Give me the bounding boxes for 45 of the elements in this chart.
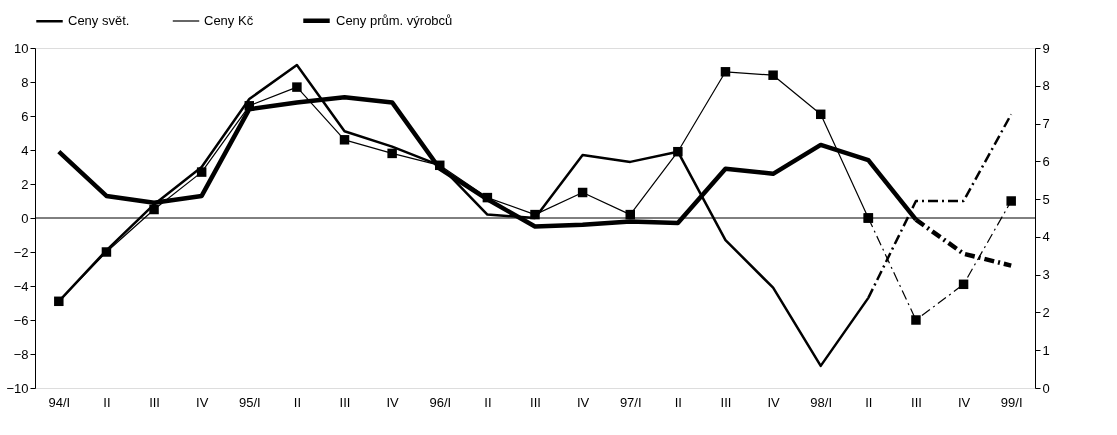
- x-tick-label: 99/I: [1000, 394, 1023, 410]
- x-tick-label: IV: [767, 394, 781, 410]
- x-tick-label: 98/I: [810, 394, 833, 410]
- y2-tick-label: 5: [1042, 191, 1050, 207]
- y2-tick-label: 6: [1042, 153, 1050, 169]
- legend-label: Ceny Kč: [204, 13, 254, 28]
- y-tick-label: −10: [6, 380, 29, 396]
- y-tick-label: −4: [13, 278, 29, 294]
- y2-tick-label: 7: [1042, 116, 1050, 132]
- x-tick-label: II: [865, 394, 873, 410]
- x-tick-label: III: [720, 394, 732, 410]
- x-tick-label: IV: [957, 394, 971, 410]
- x-tick-label: IV: [196, 394, 209, 410]
- y-tick-label: 2: [21, 176, 29, 192]
- x-tick-label: III: [339, 394, 351, 410]
- y-tick-label: 4: [21, 142, 29, 158]
- x-tick-label: II: [674, 394, 682, 410]
- y-tick-label: −8: [13, 346, 29, 362]
- y2-tick-label: 1: [1042, 342, 1050, 358]
- y2-tick-label: 8: [1042, 78, 1050, 94]
- x-tick-label: III: [149, 394, 160, 410]
- x-tick-label: IV: [576, 394, 590, 410]
- legend-label: Ceny svět.: [68, 13, 130, 29]
- y-tick-label: 10: [14, 40, 29, 56]
- x-tick-label: II: [484, 394, 492, 410]
- x-tick-label: 94/I: [48, 394, 71, 410]
- y-tick-label: 0: [21, 210, 29, 226]
- x-tick-label: II: [103, 394, 111, 410]
- y-tick-label: 6: [21, 108, 29, 124]
- x-tick-label: II: [293, 394, 302, 410]
- y2-tick-label: 3: [1042, 267, 1050, 283]
- x-tick-label: 96/I: [429, 394, 452, 410]
- y-tick-label: 8: [21, 74, 29, 90]
- y2-tick-label: 0: [1042, 380, 1050, 396]
- y-tick-label: −6: [13, 312, 29, 328]
- x-tick-label: III: [530, 394, 541, 410]
- x-tick-label: 95/I: [238, 394, 261, 410]
- y2-tick-label: 9: [1042, 40, 1050, 56]
- legend-label: Ceny prům. výrobců: [336, 12, 453, 28]
- x-tick-label: IV: [386, 394, 400, 410]
- x-tick-label: 97/I: [619, 394, 642, 410]
- y2-tick-label: 2: [1042, 304, 1050, 320]
- y2-tick-label: 4: [1042, 229, 1050, 245]
- x-tick-label: III: [911, 394, 922, 410]
- y-tick-label: −2: [13, 244, 29, 260]
